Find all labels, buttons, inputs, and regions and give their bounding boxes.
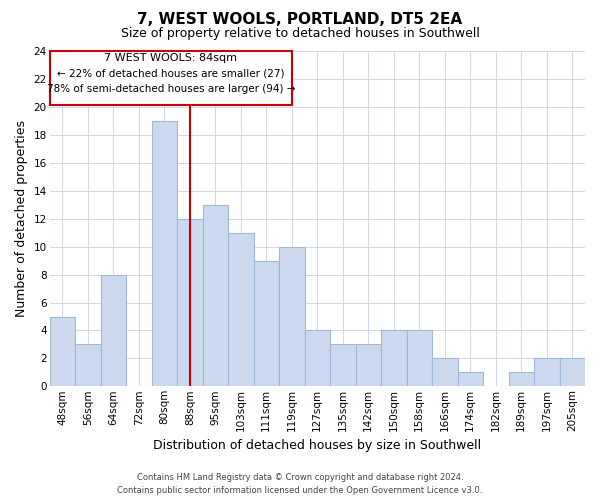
- Text: Contains HM Land Registry data © Crown copyright and database right 2024.
Contai: Contains HM Land Registry data © Crown c…: [118, 474, 482, 495]
- Bar: [203, 205, 228, 386]
- Bar: [177, 219, 203, 386]
- Bar: [279, 247, 305, 386]
- Bar: [534, 358, 560, 386]
- Bar: [458, 372, 483, 386]
- FancyBboxPatch shape: [50, 52, 292, 104]
- Bar: [50, 316, 75, 386]
- Bar: [330, 344, 356, 387]
- Text: 78% of semi-detached houses are larger (94) →: 78% of semi-detached houses are larger (…: [47, 84, 295, 94]
- Y-axis label: Number of detached properties: Number of detached properties: [15, 120, 28, 318]
- Text: ← 22% of detached houses are smaller (27): ← 22% of detached houses are smaller (27…: [57, 69, 284, 79]
- Bar: [407, 330, 432, 386]
- Bar: [101, 274, 126, 386]
- Bar: [560, 358, 585, 386]
- Bar: [432, 358, 458, 386]
- Bar: [305, 330, 330, 386]
- Bar: [228, 233, 254, 386]
- Bar: [381, 330, 407, 386]
- X-axis label: Distribution of detached houses by size in Southwell: Distribution of detached houses by size …: [153, 440, 481, 452]
- Text: 7, WEST WOOLS, PORTLAND, DT5 2EA: 7, WEST WOOLS, PORTLAND, DT5 2EA: [137, 12, 463, 28]
- Bar: [75, 344, 101, 387]
- Bar: [254, 260, 279, 386]
- Text: 7 WEST WOOLS: 84sqm: 7 WEST WOOLS: 84sqm: [104, 54, 238, 64]
- Bar: [152, 121, 177, 386]
- Text: Size of property relative to detached houses in Southwell: Size of property relative to detached ho…: [121, 28, 479, 40]
- Bar: [509, 372, 534, 386]
- Bar: [356, 344, 381, 387]
